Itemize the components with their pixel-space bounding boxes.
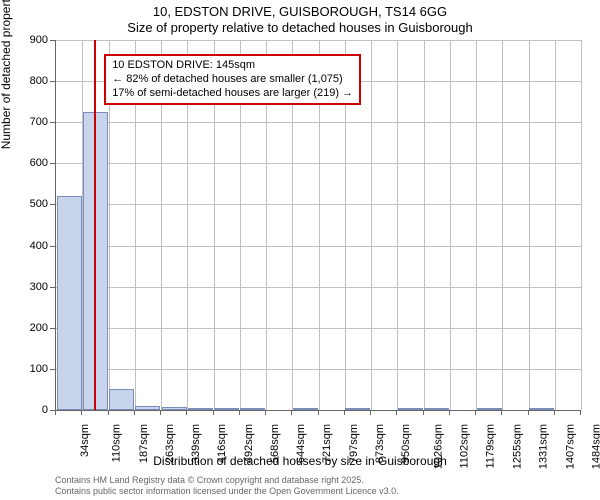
x-tick-mark — [265, 410, 266, 415]
y-tick-label: 400 — [30, 240, 48, 252]
x-tick-mark — [108, 410, 109, 415]
annotation-box: 10 EDSTON DRIVE: 145sqm ← 82% of detache… — [104, 54, 361, 105]
y-tick-label: 100 — [30, 363, 48, 375]
histogram-bar — [109, 389, 134, 410]
x-tick-mark — [213, 410, 214, 415]
x-tick-mark — [475, 410, 476, 415]
x-tick-mark — [396, 410, 397, 415]
x-tick-mark — [134, 410, 135, 415]
chart-title-sub: Size of property relative to detached ho… — [0, 20, 600, 35]
x-tick-mark — [318, 410, 319, 415]
chart-title-main: 10, EDSTON DRIVE, GUISBOROUGH, TS14 6GG — [0, 4, 600, 19]
annotation-line1: 10 EDSTON DRIVE: 145sqm — [112, 59, 353, 73]
y-tick-mark — [50, 328, 55, 329]
x-tick-mark — [81, 410, 82, 415]
gridline-v — [529, 40, 530, 410]
histogram-bar — [214, 408, 239, 410]
y-tick-label: 0 — [42, 404, 48, 416]
y-tick-mark — [50, 287, 55, 288]
gridline-v — [424, 40, 425, 410]
marker-line — [94, 40, 96, 410]
y-tick-label: 300 — [30, 281, 48, 293]
y-tick-mark — [50, 163, 55, 164]
y-tick-mark — [50, 369, 55, 370]
histogram-bar — [293, 408, 318, 410]
x-tick-mark — [423, 410, 424, 415]
x-tick-mark — [160, 410, 161, 415]
histogram-bar — [135, 406, 160, 410]
gridline-v — [476, 40, 477, 410]
y-tick-label: 200 — [30, 322, 48, 334]
gridline-v — [581, 40, 582, 410]
histogram-bar — [345, 408, 370, 410]
histogram-bar — [398, 408, 423, 410]
x-tick-mark — [449, 410, 450, 415]
chart-footer: Contains HM Land Registry data © Crown c… — [55, 475, 399, 497]
y-tick-label: 700 — [30, 116, 48, 128]
x-tick-mark — [370, 410, 371, 415]
x-tick-mark — [501, 410, 502, 415]
y-tick-label: 500 — [30, 198, 48, 210]
y-tick-mark — [50, 246, 55, 247]
property-size-chart: 10, EDSTON DRIVE, GUISBOROUGH, TS14 6GG … — [0, 0, 600, 500]
histogram-bar — [162, 407, 187, 410]
x-tick-mark — [528, 410, 529, 415]
histogram-bar — [240, 408, 265, 410]
y-tick-mark — [50, 204, 55, 205]
y-tick-mark — [50, 40, 55, 41]
x-tick-mark — [580, 410, 581, 415]
x-tick-mark — [55, 410, 56, 415]
annotation-line2: ← 82% of detached houses are smaller (1,… — [112, 73, 353, 87]
histogram-bar — [424, 408, 449, 410]
gridline-v — [371, 40, 372, 410]
x-tick-mark — [344, 410, 345, 415]
y-tick-mark — [50, 122, 55, 123]
x-axis-label: Distribution of detached houses by size … — [0, 454, 600, 468]
y-tick-label: 600 — [30, 157, 48, 169]
x-tick-mark — [554, 410, 555, 415]
gridline-v — [555, 40, 556, 410]
x-tick-mark — [186, 410, 187, 415]
histogram-bar — [477, 408, 502, 410]
y-axis-label: Number of detached properties — [0, 0, 13, 149]
histogram-bar — [57, 196, 82, 410]
annotation-line3: 17% of semi-detached houses are larger (… — [112, 87, 353, 101]
gridline-v — [502, 40, 503, 410]
footer-line2: Contains public sector information licen… — [55, 486, 399, 497]
y-tick-label: 800 — [30, 75, 48, 87]
y-tick-label: 900 — [30, 34, 48, 46]
histogram-bar — [529, 408, 554, 410]
x-tick-label: 34sqm — [79, 424, 91, 457]
plot-area: 10 EDSTON DRIVE: 145sqm ← 82% of detache… — [55, 40, 581, 411]
histogram-bar — [188, 408, 213, 410]
gridline-v — [450, 40, 451, 410]
y-tick-mark — [50, 81, 55, 82]
x-tick-mark — [239, 410, 240, 415]
footer-line1: Contains HM Land Registry data © Crown c… — [55, 475, 399, 486]
x-tick-mark — [291, 410, 292, 415]
gridline-v — [397, 40, 398, 410]
